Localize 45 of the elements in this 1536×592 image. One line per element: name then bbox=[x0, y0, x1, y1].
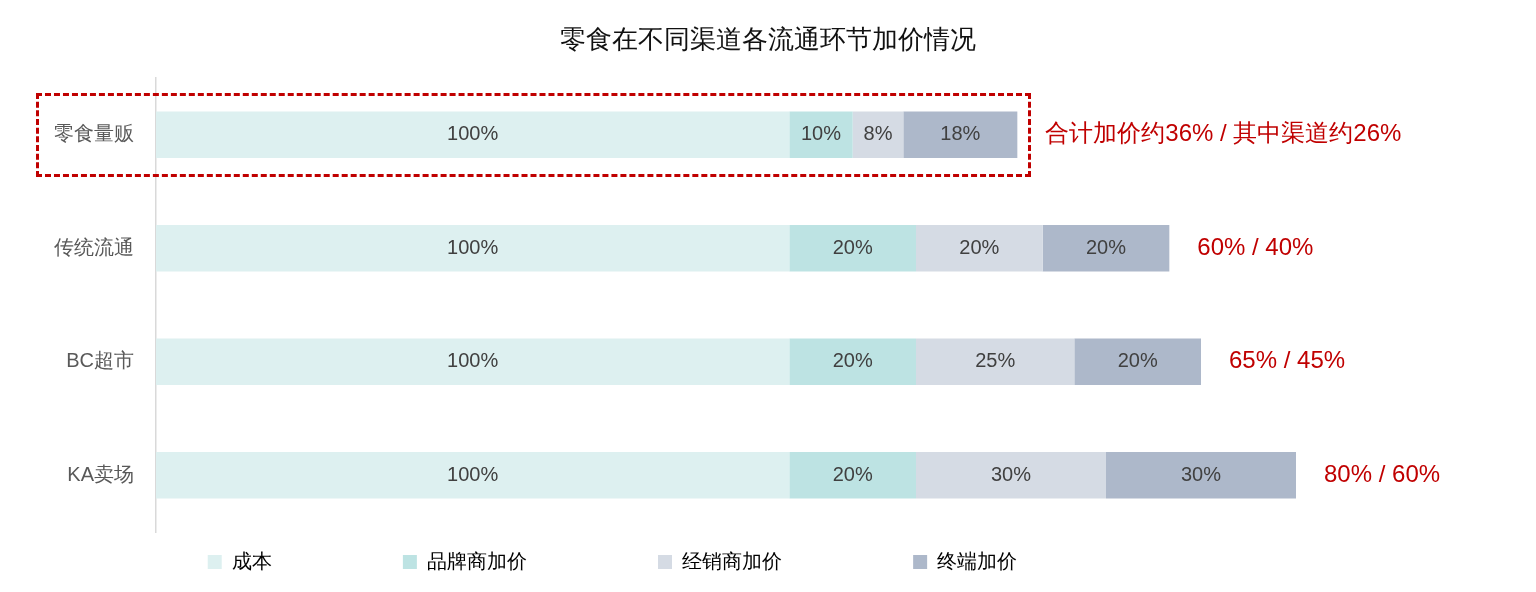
bar bbox=[916, 451, 1106, 499]
data-label: 25% bbox=[975, 349, 1016, 372]
chart-title: 零食在不同渠道各流通环节加价情况 bbox=[559, 23, 977, 56]
bar bbox=[156, 451, 790, 499]
annotation: 合计加价约36% / 其中渠道约26% bbox=[1045, 119, 1402, 147]
bar bbox=[789, 111, 853, 159]
bar bbox=[789, 338, 916, 386]
data-label: 20% bbox=[832, 235, 873, 258]
bar bbox=[916, 224, 1043, 272]
data-label: 100% bbox=[447, 235, 499, 258]
legend-label: 品牌商加价 bbox=[426, 549, 639, 572]
bar bbox=[156, 224, 790, 272]
data-label: 10% bbox=[800, 122, 842, 145]
bar bbox=[789, 224, 916, 272]
annotation: 65% / 45% bbox=[1229, 346, 1346, 374]
data-label: 30% bbox=[1180, 462, 1222, 485]
data-label: 20% bbox=[1117, 349, 1158, 372]
bar bbox=[789, 451, 916, 499]
annotation: 60% / 40% bbox=[1197, 232, 1314, 260]
data-label: 8% bbox=[863, 122, 893, 145]
bar bbox=[1106, 451, 1296, 499]
bar bbox=[903, 111, 1018, 159]
legend-label: 经销商加价 bbox=[682, 549, 894, 572]
bar bbox=[1074, 338, 1201, 386]
bar bbox=[156, 111, 790, 159]
data-label: 100% bbox=[447, 462, 499, 485]
data-label: 20% bbox=[832, 462, 873, 485]
bar bbox=[916, 338, 1075, 386]
annotation: 80% / 60% bbox=[1324, 459, 1441, 487]
data-label: 20% bbox=[832, 349, 873, 372]
y-tick-label: 传统流通 bbox=[54, 235, 134, 258]
data-label: 100% bbox=[447, 349, 499, 372]
legend-label: 成本 bbox=[231, 549, 383, 572]
data-label: 18% bbox=[940, 122, 981, 145]
data-label: 20% bbox=[1085, 235, 1127, 258]
y-tick-label: KA卖场 bbox=[67, 462, 134, 485]
y-tick-label: 零食量贩 bbox=[54, 122, 134, 145]
data-label: 30% bbox=[990, 462, 1032, 485]
data-label: 100% bbox=[447, 122, 499, 145]
bar bbox=[1042, 224, 1170, 272]
bar bbox=[852, 111, 904, 159]
legend-label: 终端加价 bbox=[937, 549, 1129, 572]
bar bbox=[156, 338, 790, 386]
y-tick-label: BC超市 bbox=[66, 349, 134, 372]
data-label: 20% bbox=[959, 235, 1000, 258]
